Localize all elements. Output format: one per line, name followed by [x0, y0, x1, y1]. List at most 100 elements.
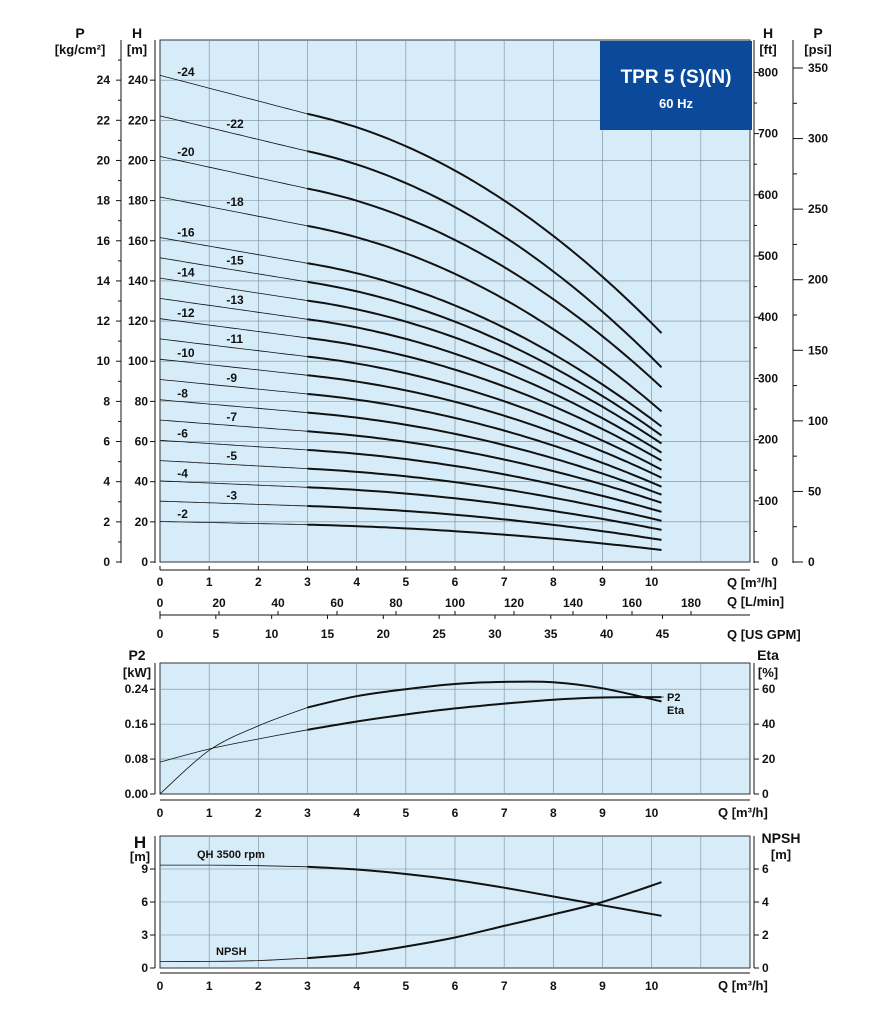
- eta-tick-label: 0: [762, 787, 769, 801]
- p2-x-axis-label: Q [m³/h]: [718, 805, 768, 820]
- q-m3h-tick-label: 1: [206, 575, 213, 589]
- q-lmin-tick-label: 80: [389, 596, 403, 610]
- qh-curve-label: -7: [226, 410, 237, 424]
- qh-curve-label: -18: [226, 195, 244, 209]
- pressure-tick-label: 16: [97, 234, 111, 248]
- model-badge-title: TPR 5 (S)(N): [621, 67, 732, 88]
- pressure-tick-label: 2: [103, 515, 110, 529]
- head-tick-label: 120: [128, 314, 148, 328]
- eta-curve: [307, 680, 662, 709]
- p2-x-tick-label: 3: [304, 806, 311, 820]
- pressure-tick-label: 10: [97, 354, 111, 368]
- h-tick-label: 9: [141, 862, 148, 876]
- pressure-tick-label: 6: [103, 435, 110, 449]
- qh-curve-label: -8: [177, 386, 188, 400]
- x-axis-label-m3h: Q [m³/h]: [727, 575, 777, 590]
- head-ft-tick-label: 400: [758, 310, 778, 324]
- psi-tick-label: 100: [808, 414, 828, 428]
- npsh-x-tick-label: 0: [157, 979, 164, 993]
- p2-tick-label: 0.00: [125, 787, 149, 801]
- psi-tick-label: 0: [808, 555, 815, 569]
- qh-left-pressure-unit: [kg/cm²]: [55, 42, 106, 57]
- p2-axis-symbol: P2: [128, 647, 145, 663]
- npsh-tick-label: 4: [762, 895, 769, 909]
- q-lmin-tick-label: 140: [563, 596, 583, 610]
- npsh-right-symbol: NPSH: [762, 830, 801, 846]
- qh-3500-curve: [307, 865, 662, 917]
- qh-curve-5: [307, 467, 662, 522]
- head-tick-label: 220: [128, 113, 148, 127]
- q-usgpm-tick-label: 20: [377, 627, 391, 641]
- x-axis-label-lmin: Q [L/min]: [727, 594, 784, 609]
- q-lmin-tick-label: 180: [681, 596, 701, 610]
- q-m3h-tick-label: 6: [452, 575, 459, 589]
- qh-curve-3: [307, 505, 662, 541]
- pressure-tick-label: 4: [103, 475, 110, 489]
- p2-tick-label: 0.16: [125, 717, 149, 731]
- qh-curve-low-flow-10: [159, 358, 308, 376]
- q-m3h-tick-label: 4: [353, 575, 360, 589]
- npsh-panel: 0 3 6 9 0 2 4 6 0 1 2 3 4 5 6 7 8 9 10 H [m] NPSH [m] Q [m…: [130, 830, 801, 993]
- qh-curve-low-flow-4: [159, 480, 308, 488]
- p2-axis-unit: [kW]: [123, 665, 151, 680]
- head-tick-label: 180: [128, 194, 148, 208]
- q-usgpm-tick-label: 40: [600, 627, 614, 641]
- qh-left-pressure-symbol: P: [75, 25, 84, 41]
- q-usgpm-tick-label: 30: [488, 627, 502, 641]
- pressure-tick-label: 22: [97, 113, 111, 127]
- p2-tick-label: 0.08: [125, 752, 149, 766]
- npsh-curves: [159, 864, 662, 962]
- npsh-x-tick-label: 4: [353, 979, 360, 993]
- qh-curve-11: [307, 355, 662, 471]
- head-tick-label: 100: [128, 354, 148, 368]
- head-tick-label: 20: [135, 515, 149, 529]
- qh-curve-label: -22: [226, 117, 244, 131]
- qh-curve-low-flow-7: [159, 419, 308, 432]
- q-usgpm-tick-label: 25: [432, 627, 446, 641]
- qh-curve-24: [307, 112, 663, 334]
- qh-curve-low-flow-11: [159, 338, 308, 357]
- qh-curve-label: -10: [177, 346, 195, 360]
- qh-curve-label: -14: [177, 266, 195, 280]
- head-ft-tick-label: 600: [758, 188, 778, 202]
- qh-curve-label: -4: [177, 467, 188, 481]
- qh-curve-22: [307, 150, 663, 369]
- q-usgpm-tick-label: 35: [544, 627, 558, 641]
- eta-tick-label: 40: [762, 717, 776, 731]
- p2-eta-grid: [160, 663, 750, 794]
- pressure-tick-label: 8: [103, 394, 110, 408]
- qh-curve-low-flow-12: [159, 318, 308, 339]
- q-m3h-tick-label: 5: [402, 575, 409, 589]
- npsh-series-label: NPSH: [216, 946, 247, 958]
- npsh-x-tick-label: 6: [452, 979, 459, 993]
- p2-x-tick-label: 6: [452, 806, 459, 820]
- qh-curve-low-flow-15: [159, 257, 308, 283]
- p2-curve-low-flow: [159, 729, 308, 763]
- p2-eta-panel: 0.00 0.08 0.16 0.24 0 20 40 60 0 1 2 3 4 5 6 7 8 9 10 P2 […: [123, 647, 779, 820]
- qh-curve-16: [307, 262, 663, 428]
- x-axis-label-usgpm: Q [US GPM]: [727, 627, 801, 642]
- psi-tick-label: 350: [808, 61, 828, 75]
- p2-series-label: P2: [667, 692, 680, 704]
- q-usgpm-tick-label: 15: [321, 627, 335, 641]
- qh-curve-18: [307, 224, 663, 413]
- qh-curve-label: -5: [226, 449, 237, 463]
- head-ft-tick-label: 300: [758, 371, 778, 385]
- qh-curve-low-flow-5: [159, 460, 308, 469]
- q-m3h-tick-label: 8: [550, 575, 557, 589]
- qh-curve-label: -2: [177, 507, 188, 521]
- q-lmin-tick-label: 60: [330, 596, 344, 610]
- eta-axis-symbol: Eta: [757, 647, 779, 663]
- pressure-tick-label: 14: [97, 274, 111, 288]
- psi-tick-label: 300: [808, 132, 828, 146]
- qh-curve-2: [307, 523, 662, 551]
- npsh-x-tick-label: 5: [402, 979, 409, 993]
- head-tick-label: 80: [135, 394, 149, 408]
- npsh-right-unit: [m]: [771, 847, 791, 862]
- psi-tick-label: 250: [808, 202, 828, 216]
- npsh-tick-label: 0: [762, 961, 769, 975]
- npsh-x-tick-label: 9: [599, 979, 606, 993]
- model-badge-subtitle: 60 Hz: [659, 96, 693, 111]
- eta-curve-low-flow: [159, 707, 308, 795]
